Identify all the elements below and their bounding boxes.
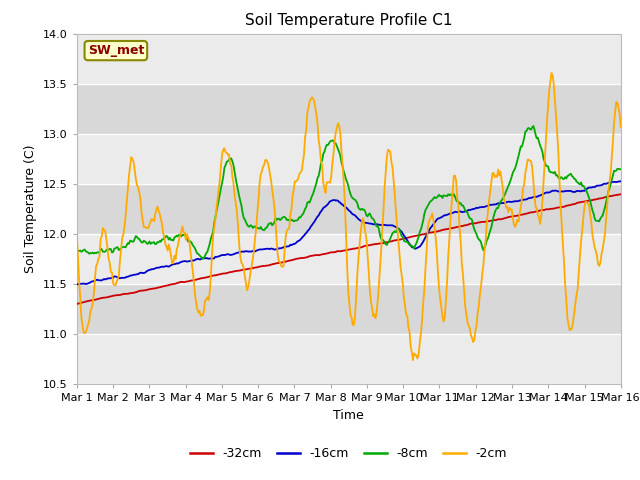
Bar (77, 234, 621, 284)
X-axis label: Time: Time (333, 408, 364, 421)
Bar (77, 184, 621, 234)
Title: Soil Temperature Profile C1: Soil Temperature Profile C1 (245, 13, 452, 28)
Bar (77, 334, 621, 384)
Bar (77, 134, 621, 184)
Bar (77, 284, 621, 334)
Bar (77, 84, 621, 134)
Bar (77, 34, 621, 84)
Legend: -32cm, -16cm, -8cm, -2cm: -32cm, -16cm, -8cm, -2cm (186, 443, 512, 465)
Text: SW_met: SW_met (88, 44, 144, 57)
Y-axis label: Soil Temperature (C): Soil Temperature (C) (24, 144, 38, 273)
